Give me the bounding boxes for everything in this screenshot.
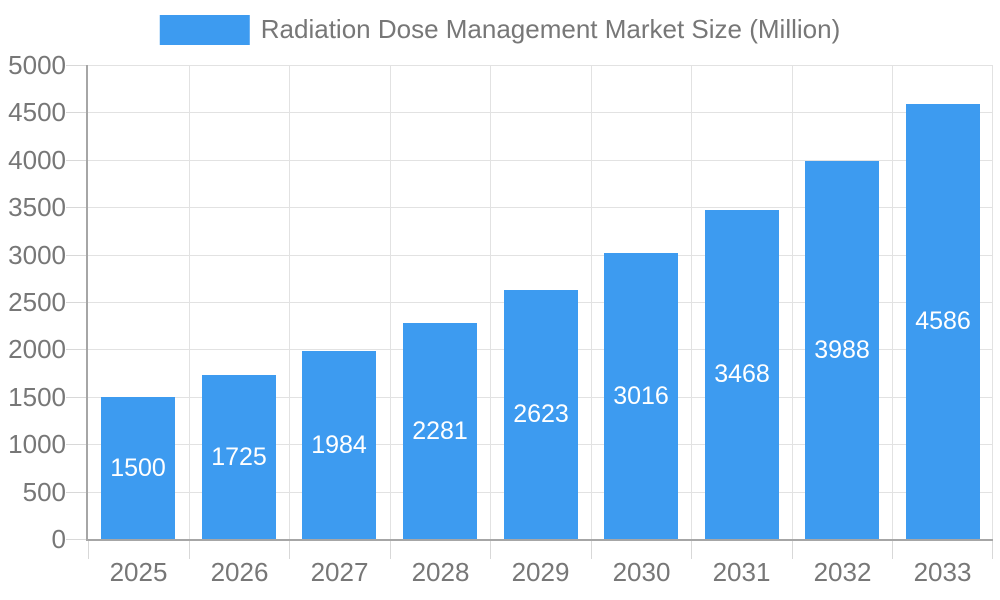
x-axis-tick (892, 541, 893, 559)
y-axis: 0 500 1000 1500 2000 2500 3000 3500 4000 4500 5000 (0, 52, 66, 552)
v-gridline (591, 65, 592, 539)
y-tick-label: 4000 (8, 145, 66, 175)
x-tick-label: 2027 (310, 557, 369, 587)
bar-2029: 2623 (504, 290, 578, 539)
plot-area: 1500 1725 1984 2281 2623 3016 3468 3988 4586 (66, 64, 993, 559)
v-gridline (490, 65, 491, 539)
x-tick-label: 2026 (210, 557, 269, 587)
y-axis-tick (66, 348, 86, 350)
bar-2033: 4586 (906, 104, 980, 539)
x-axis-tick (289, 541, 290, 559)
y-tick-label: 4500 (8, 97, 66, 127)
x-tick-label: 2030 (612, 557, 671, 587)
bar-2028: 2281 (403, 323, 477, 539)
bar-value-label: 1725 (211, 442, 267, 471)
x-axis-tick (189, 541, 190, 559)
y-tick-label: 5000 (8, 50, 66, 80)
legend-label: Radiation Dose Management Market Size (M… (260, 14, 841, 44)
bar-value-label: 1500 (110, 453, 166, 482)
v-gridline (691, 65, 692, 539)
x-axis-tick (88, 541, 89, 559)
h-gridline (88, 64, 993, 66)
y-axis-tick (66, 159, 86, 161)
x-tick-label: 2033 (913, 557, 972, 587)
bar-value-label: 1984 (311, 430, 367, 459)
h-gridline (88, 254, 993, 256)
bar-2025: 1500 (101, 397, 175, 539)
y-tick-label: 2500 (8, 287, 66, 317)
bar-value-label: 2623 (513, 400, 569, 428)
y-axis-tick (66, 443, 86, 445)
x-tick-label: 2029 (511, 557, 570, 587)
bar-2032: 3988 (805, 161, 879, 539)
x-tick-label: 2031 (712, 557, 771, 587)
y-tick-label: 3000 (8, 240, 66, 270)
y-tick-label: 1500 (8, 382, 66, 412)
x-tick-label: 2032 (813, 557, 872, 587)
v-gridline (390, 65, 391, 539)
bar-2027: 1984 (302, 351, 376, 539)
legend-swatch (159, 14, 250, 45)
v-gridline (792, 65, 793, 539)
h-gridline (88, 111, 993, 113)
bar-2026: 1725 (202, 375, 276, 539)
y-tick-label: 1000 (8, 429, 66, 459)
chart-legend[interactable]: Radiation Dose Management Market Size (M… (159, 14, 841, 45)
y-tick-label: 2000 (8, 334, 66, 364)
x-axis-tick (591, 541, 592, 559)
bar-2030: 3016 (604, 253, 678, 539)
x-axis-tick (691, 541, 692, 559)
bar-value-label: 3988 (814, 335, 870, 364)
y-axis-tick (66, 64, 86, 66)
x-axis-tick (390, 541, 391, 559)
v-gridline (289, 65, 290, 539)
y-axis-tick (66, 396, 86, 398)
x-tick-label: 2025 (109, 557, 168, 587)
bar-value-label: 4586 (915, 307, 971, 335)
y-axis-tick (66, 254, 86, 256)
y-tick-label: 0 (51, 524, 66, 554)
y-axis-tick (66, 301, 86, 303)
x-axis-tick (992, 541, 993, 559)
bar-2031: 3468 (705, 210, 779, 539)
x-axis-tick (490, 541, 491, 559)
y-axis-tick (66, 491, 86, 493)
x-axis: 2025 2026 2027 2028 2029 2030 2031 2032 2033 (88, 557, 993, 591)
y-tick-label: 500 (22, 477, 66, 507)
x-axis-tick (792, 541, 793, 559)
bar-value-label: 2281 (412, 416, 468, 445)
v-gridline (992, 65, 993, 539)
v-gridline (189, 65, 190, 539)
bar-value-label: 3468 (714, 360, 770, 388)
h-gridline (88, 206, 993, 208)
y-axis-tick (66, 111, 86, 113)
y-tick-label: 3500 (8, 192, 66, 222)
h-gridline (88, 159, 993, 161)
bar-value-label: 3016 (613, 381, 669, 410)
y-axis-tick (66, 206, 86, 208)
y-axis-tick (66, 538, 86, 540)
x-tick-label: 2028 (411, 557, 470, 587)
v-gridline (892, 65, 893, 539)
